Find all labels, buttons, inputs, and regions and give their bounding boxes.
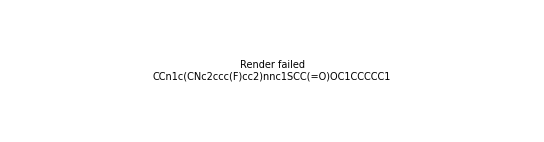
- Text: Render failed
CCn1c(CNc2ccc(F)cc2)nnc1SCC(=O)OC1CCCCC1: Render failed CCn1c(CNc2ccc(F)cc2)nnc1SC…: [153, 60, 391, 82]
